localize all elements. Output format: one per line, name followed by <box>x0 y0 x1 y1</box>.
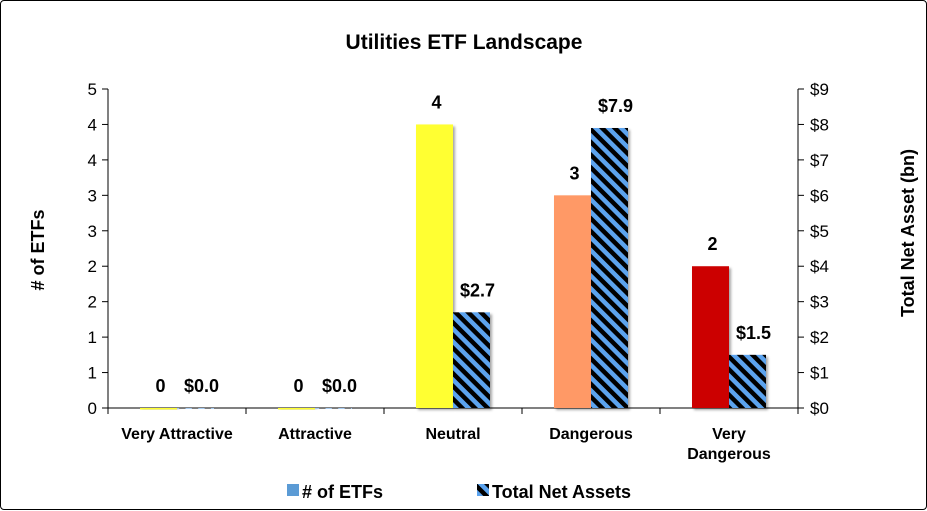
y-tick-label: 4 <box>88 115 97 134</box>
x-category-label: Dangerous <box>687 446 771 463</box>
y-tick-label: 3 <box>88 186 97 205</box>
x-category-label: Neutral <box>425 426 480 443</box>
etf-count-label: 0 <box>293 376 303 396</box>
etf-count-label: 2 <box>707 234 717 254</box>
legend-label-etfs: # of ETFs <box>302 482 383 502</box>
legend: # of ETFs Total Net Assets <box>287 482 631 502</box>
net-assets-bar <box>315 408 352 409</box>
x-category-label: Very <box>712 426 746 443</box>
y2-tick-label: $9 <box>810 80 829 99</box>
y2-tick-label: $8 <box>810 115 829 134</box>
chart-title: Utilities ETF Landscape <box>346 31 583 54</box>
net-assets-bar <box>729 354 766 408</box>
y-tick-label: 5 <box>88 80 97 99</box>
net-assets-label: $0.0 <box>184 376 219 396</box>
y2-axis-label: Total Net Asset (bn) <box>898 149 918 317</box>
etf-count-bar <box>140 408 177 410</box>
y-axis-label: # of ETFs <box>28 209 48 290</box>
y2-tick-label: $0 <box>810 399 829 418</box>
y2-tick-label: $6 <box>810 186 829 205</box>
y-tick-label: 0 <box>88 399 97 418</box>
legend-swatch-etfs <box>287 484 299 496</box>
y-tick-label: 4 <box>88 151 97 170</box>
etf-count-bar <box>278 408 315 410</box>
net-assets-bar <box>177 408 214 409</box>
y-tick-label: 2 <box>88 257 97 276</box>
legend-swatch-net-assets <box>477 484 489 496</box>
y2-tick-label: $3 <box>810 293 829 312</box>
etf-count-bar <box>692 266 729 408</box>
y2-tick-label: $1 <box>810 364 829 383</box>
y2-tick-label: $2 <box>810 328 829 347</box>
x-category-label: Very Attractive <box>121 426 233 443</box>
etf-count-label: 3 <box>569 163 579 183</box>
etf-count-bar <box>554 195 591 408</box>
y-tick-label: 1 <box>88 364 97 383</box>
net-assets-label: $1.5 <box>736 323 771 343</box>
legend-label-net-assets: Total Net Assets <box>492 482 631 502</box>
y-tick-label: 3 <box>88 222 97 241</box>
net-assets-label: $7.9 <box>598 96 633 116</box>
etf-count-label: 0 <box>155 376 165 396</box>
etf-count-label: 4 <box>431 92 441 112</box>
net-assets-label: $2.7 <box>460 280 495 300</box>
y2-tick-label: $5 <box>810 222 829 241</box>
x-category-label: Attractive <box>278 426 352 443</box>
y-tick-label: 1 <box>88 328 97 347</box>
net-assets-bar <box>591 127 628 408</box>
y2-tick-label: $4 <box>810 257 829 276</box>
x-category-label: Dangerous <box>549 426 633 443</box>
y2-tick-label: $7 <box>810 151 829 170</box>
net-assets-bar <box>453 312 490 408</box>
y-tick-label: 2 <box>88 293 97 312</box>
etf-count-bar <box>416 124 453 408</box>
net-assets-label: $0.0 <box>322 376 357 396</box>
